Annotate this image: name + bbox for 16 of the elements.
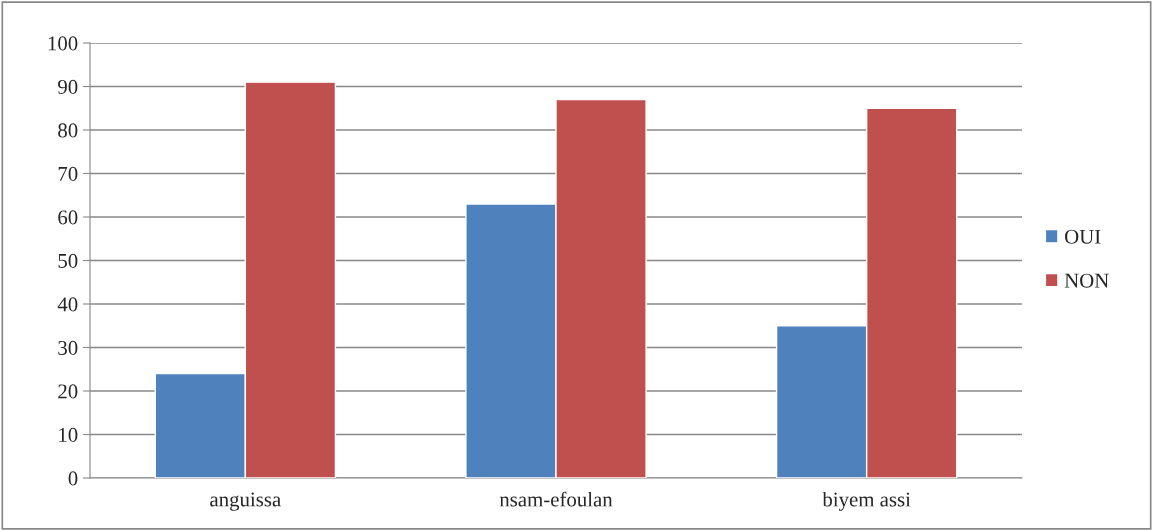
y-tick-label: 80 [58,123,78,138]
y-tick-label: 70 [58,166,78,181]
y-tick-label: 90 [58,79,78,94]
legend-label: OUI [1065,229,1101,244]
y-tick-label: 100 [48,36,78,51]
x-tick-label: biyem assi [822,491,911,511]
legend-label: NON [1064,273,1109,288]
x-tick-label: nsam-efoulan [499,491,613,507]
y-tick-label: 30 [58,340,78,355]
y-tick-label: 50 [58,253,78,268]
y-tick-label: 40 [57,297,78,312]
y-tick-label: 10 [59,427,78,442]
y-tick-label: 20 [58,384,78,399]
y-tick-label: 60 [58,210,78,225]
x-tick-label: anguissa [210,492,281,511]
y-tick-label: 0 [68,471,78,486]
